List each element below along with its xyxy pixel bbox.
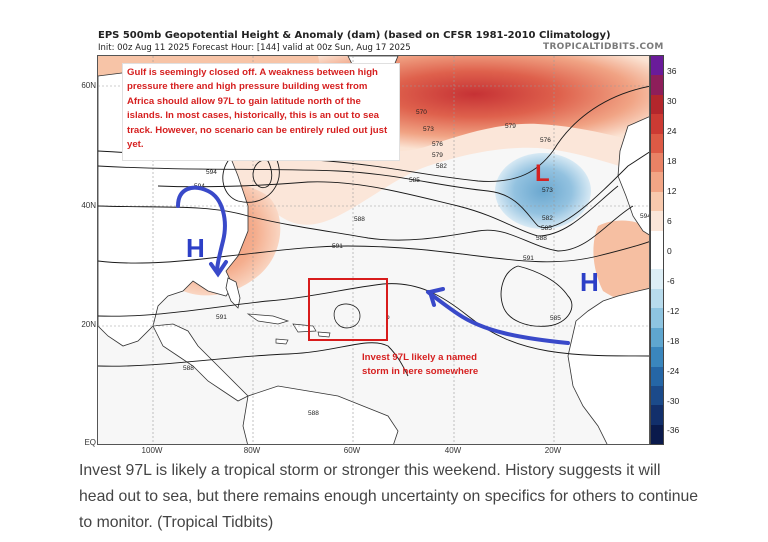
colorbar-swatch [651, 153, 663, 173]
low-pressure-label: L [535, 160, 550, 187]
colorbar-swatch [651, 230, 663, 251]
colorbar-label: -36 [667, 425, 680, 435]
contour-label: 582 [436, 163, 447, 170]
colorbar-label: -12 [667, 306, 680, 316]
colorbar-swatch [651, 385, 663, 406]
colorbar-swatch [651, 366, 663, 386]
gulf-ridge-arrowhead [209, 260, 228, 278]
colorbar-swatch [651, 347, 663, 367]
colorbar-swatch [651, 114, 663, 134]
contour-label: 588 [308, 410, 319, 417]
contour-label: 582 [542, 215, 553, 222]
colorbar-label: 0 [667, 246, 672, 256]
contour-label: 576 [540, 137, 551, 144]
colorbar-label: -24 [667, 366, 680, 376]
high-pressure-us-label: H [186, 233, 205, 263]
anomaly-ridge-africa [593, 220, 649, 315]
contour-label: 573 [542, 187, 553, 194]
colorbar-label: -30 [667, 396, 680, 406]
contour-label: 576 [432, 141, 443, 148]
invest-97l-note: Invest 97L likely a named storm in here … [362, 352, 479, 377]
map-subtitle: Init: 00z Aug 11 2025 Forecast Hour: [14… [98, 43, 411, 53]
contour-label: 588 [536, 235, 547, 242]
colorbar-swatch [651, 94, 663, 115]
analysis-note: Gulf is seemingly closed off. A weakness… [122, 63, 400, 161]
lat-label-20n: 20N [81, 320, 96, 329]
contour-label: 594 [640, 213, 650, 220]
lon-label-60w: 60W [343, 446, 361, 455]
colorbar-label: 18 [667, 156, 677, 166]
anomaly-colorbar [650, 55, 664, 445]
invest-97l-highlight-box [308, 278, 388, 341]
colorbar-swatch [651, 424, 663, 445]
contour-label: 591 [216, 314, 227, 321]
colorbar-swatch [651, 172, 663, 192]
high-pressure-africa-label: H [580, 267, 599, 297]
contour-label: 585 [550, 315, 561, 322]
colorbar-label: 30 [667, 96, 677, 106]
track-arrowhead [427, 287, 445, 307]
lon-label-20w: 20W [544, 446, 562, 455]
image-caption: Invest 97L is likely a tropical storm or… [79, 462, 699, 531]
colorbar-swatch [651, 211, 663, 231]
colorbar-swatch [651, 75, 663, 95]
track-arrow [426, 290, 570, 345]
gulf-ridge-arrow [176, 185, 227, 273]
colorbar-label: 6 [667, 216, 672, 226]
colorbar-label: 12 [667, 186, 677, 196]
map-title: EPS 500mb Geopotential Height & Anomaly … [98, 30, 611, 41]
lat-label-40n: 40N [81, 201, 96, 210]
contour-label: 570 [416, 109, 427, 116]
contour-label: 579 [505, 123, 516, 130]
colorbar-swatch [651, 308, 663, 328]
colorbar-label: -6 [667, 276, 675, 286]
lon-label-100w: 100W [141, 446, 163, 455]
lat-label-60n: 60N [81, 81, 96, 90]
colorbar-swatch [651, 56, 663, 76]
credit-label: TROPICALTIDBITS.COM [543, 42, 664, 52]
colorbar-swatch [651, 133, 663, 154]
colorbar-swatch [651, 269, 663, 289]
contour-label: 591 [332, 243, 343, 250]
colorbar-label: -18 [667, 336, 680, 346]
colorbar-swatch [651, 405, 663, 425]
contour-label: 591 [523, 255, 534, 262]
lat-label-eq: EQ [84, 438, 96, 447]
colorbar-swatch [651, 250, 663, 270]
anomaly-trough-blue [495, 153, 591, 229]
colorbar-label: 24 [667, 126, 677, 136]
contour-label: 573 [423, 126, 434, 133]
colorbar-swatch [651, 191, 663, 212]
contour-label: 588 [354, 216, 365, 223]
invest-center-marker: o [386, 314, 390, 321]
contour-label: 588 [183, 365, 194, 372]
lon-label-40w: 40W [444, 446, 462, 455]
colorbar-label: 36 [667, 66, 677, 76]
lon-label-80w: 80W [243, 446, 261, 455]
contour-label: 594 [206, 169, 217, 176]
contour-label: 579 [432, 152, 443, 159]
contour-label: 585 [541, 225, 552, 232]
steering-arrows [176, 185, 570, 345]
invest-97l-contour [333, 303, 361, 329]
colorbar-swatch [651, 288, 663, 309]
contour-label: 585 [409, 177, 420, 184]
colorbar-swatch [651, 327, 663, 348]
